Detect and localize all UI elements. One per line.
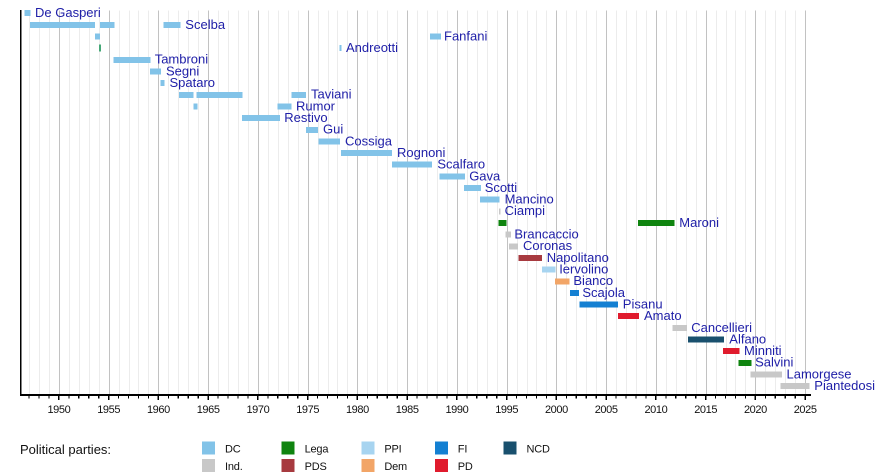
svg-text:Scalfaro: Scalfaro — [437, 157, 485, 172]
svg-text:Mancino: Mancino — [505, 192, 554, 207]
svg-text:Scotti: Scotti — [485, 180, 518, 195]
svg-text:Coronas: Coronas — [523, 238, 573, 253]
svg-text:1975: 1975 — [296, 404, 319, 416]
svg-text:PDS: PDS — [305, 461, 327, 473]
svg-text:Scelba: Scelba — [185, 17, 226, 32]
svg-text:1990: 1990 — [445, 404, 468, 416]
svg-text:1950: 1950 — [47, 404, 70, 416]
svg-text:Taviani: Taviani — [311, 87, 352, 102]
svg-text:2010: 2010 — [644, 404, 667, 416]
svg-text:Alfano: Alfano — [729, 331, 766, 346]
svg-text:Salvini: Salvini — [755, 355, 793, 370]
svg-text:Dem: Dem — [384, 461, 407, 473]
svg-text:Piantedosi: Piantedosi — [814, 378, 875, 393]
svg-text:Cossiga: Cossiga — [345, 133, 393, 148]
svg-text:2000: 2000 — [545, 404, 568, 416]
svg-text:1960: 1960 — [147, 404, 170, 416]
svg-text:Scajola: Scajola — [582, 285, 625, 300]
svg-text:Bianco: Bianco — [573, 273, 613, 288]
svg-text:Spataro: Spataro — [170, 75, 216, 90]
svg-text:Napolitano: Napolitano — [547, 250, 609, 265]
svg-text:1980: 1980 — [346, 404, 369, 416]
svg-text:Fanfani: Fanfani — [444, 28, 487, 43]
svg-text:2020: 2020 — [744, 404, 767, 416]
svg-text:Andreotti: Andreotti — [346, 40, 398, 55]
svg-text:Rognoni: Rognoni — [397, 145, 446, 160]
svg-text:Amato: Amato — [644, 308, 682, 323]
svg-text:Tambroni: Tambroni — [155, 52, 209, 67]
svg-text:PPI: PPI — [384, 444, 401, 456]
svg-text:Brancaccio: Brancaccio — [514, 227, 578, 242]
svg-text:NCD: NCD — [527, 444, 550, 456]
svg-text:2025: 2025 — [794, 404, 817, 416]
svg-text:1970: 1970 — [246, 404, 269, 416]
svg-text:1955: 1955 — [97, 404, 120, 416]
svg-text:Rumor: Rumor — [296, 98, 336, 113]
svg-text:FI: FI — [458, 444, 468, 456]
svg-text:Restivo: Restivo — [284, 110, 327, 125]
svg-text:Minniti: Minniti — [744, 343, 782, 358]
svg-text:Maroni: Maroni — [679, 215, 719, 230]
svg-text:Lega: Lega — [305, 444, 330, 456]
svg-text:Political parties:: Political parties: — [20, 442, 111, 457]
svg-text:1985: 1985 — [396, 404, 419, 416]
svg-text:1965: 1965 — [197, 404, 220, 416]
svg-text:DC: DC — [225, 444, 241, 456]
svg-text:De Gasperi: De Gasperi — [35, 5, 101, 20]
svg-text:Cancellieri: Cancellieri — [691, 320, 752, 335]
svg-text:Pisanu: Pisanu — [623, 297, 663, 312]
svg-text:Iervolino: Iervolino — [559, 262, 608, 277]
svg-text:Ind.: Ind. — [225, 461, 243, 473]
svg-text:Gava: Gava — [469, 168, 501, 183]
svg-text:2015: 2015 — [694, 404, 717, 416]
svg-text:1995: 1995 — [495, 404, 518, 416]
svg-text:Gui: Gui — [323, 122, 343, 137]
svg-text:2005: 2005 — [595, 404, 618, 416]
svg-text:Ciampi: Ciampi — [505, 203, 546, 218]
svg-text:Lamorgese: Lamorgese — [787, 366, 852, 381]
svg-text:PD: PD — [458, 461, 473, 473]
svg-text:Segni: Segni — [166, 63, 199, 78]
